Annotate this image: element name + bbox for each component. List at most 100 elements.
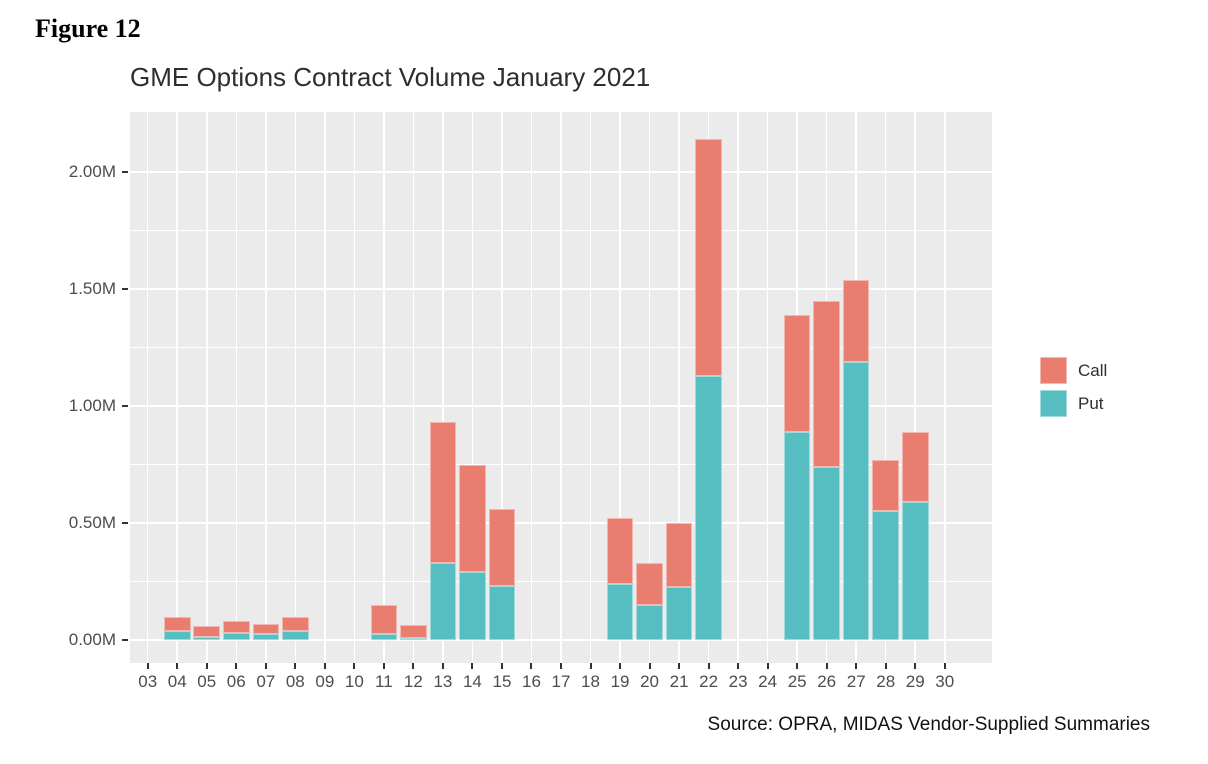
- y-tick-label: 0.50M: [68, 513, 116, 532]
- put-legend-swatch: [1040, 390, 1067, 417]
- x-tick-label: 15: [492, 672, 512, 691]
- bar-segment-call-22: [695, 139, 722, 376]
- call-legend-label: Call: [1078, 360, 1108, 380]
- bar-segment-call-06: [222, 621, 250, 633]
- bar-segment-put-12: [400, 637, 427, 640]
- bar-segment-put-11: [370, 634, 398, 640]
- y-tick-mark: [122, 288, 128, 290]
- x-tick-mark: [914, 663, 917, 669]
- vertical-gridline: [530, 112, 533, 663]
- x-tick-label: 19: [610, 672, 630, 691]
- bar-segment-put-20: [636, 604, 663, 640]
- vertical-gridline: [678, 112, 680, 663]
- x-tick-mark: [471, 663, 474, 669]
- call-legend-swatch: [1040, 357, 1067, 384]
- bar-segment-put-22: [695, 375, 722, 640]
- x-tick-mark: [176, 663, 179, 669]
- vertical-gridline: [560, 112, 562, 663]
- x-tick-label: 16: [522, 672, 541, 691]
- vertical-gridline: [146, 112, 149, 663]
- x-tick-label: 10: [344, 672, 364, 691]
- x-tick-mark: [825, 663, 828, 669]
- vertical-gridline: [914, 112, 916, 663]
- vertical-gridline: [619, 112, 621, 663]
- x-tick-label: 12: [403, 672, 423, 691]
- bar-segment-put-07: [252, 634, 280, 640]
- x-tick-label: 22: [699, 672, 719, 691]
- x-tick-label: 17: [551, 672, 571, 691]
- vertical-gridline: [944, 112, 946, 663]
- bar-segment-put-28: [872, 511, 899, 640]
- x-tick-mark: [323, 663, 326, 669]
- bar-segment-put-13: [429, 562, 457, 640]
- vertical-gridline: [235, 112, 238, 663]
- vertical-gridline: [324, 112, 326, 663]
- bar-segment-call-04: [163, 616, 191, 631]
- vertical-gridline: [737, 112, 739, 663]
- source-note: Source: OPRA, MIDAS Vendor-Supplied Summ…: [707, 714, 1150, 735]
- bar-segment-call-14: [459, 464, 486, 573]
- x-tick-label: 09: [315, 672, 335, 691]
- x-tick-label: 27: [846, 672, 866, 691]
- plot-panel: [130, 112, 992, 663]
- bar-segment-call-20: [636, 562, 663, 605]
- bar-segment-call-08: [282, 616, 309, 631]
- x-tick-label: 06: [226, 672, 246, 691]
- x-tick-mark: [619, 663, 622, 669]
- x-tick-mark: [766, 663, 769, 669]
- x-tick-mark: [648, 663, 651, 669]
- x-tick-mark: [205, 663, 208, 669]
- x-tick-label: 21: [669, 672, 689, 691]
- bar-segment-put-26: [813, 466, 840, 640]
- vertical-gridline: [442, 112, 444, 663]
- vertical-gridline: [383, 112, 385, 663]
- vertical-gridline: [501, 112, 503, 663]
- vertical-gridline: [412, 112, 415, 663]
- bar-segment-call-11: [370, 604, 398, 635]
- x-tick-mark: [294, 663, 297, 669]
- x-tick-mark: [884, 663, 887, 669]
- x-tick-mark: [412, 663, 415, 669]
- bar-segment-call-12: [400, 624, 427, 638]
- vertical-gridline: [766, 112, 769, 663]
- x-tick-mark: [796, 663, 799, 669]
- vertical-gridline: [294, 112, 297, 663]
- x-tick-label: 28: [876, 672, 896, 691]
- bar-segment-put-15: [488, 586, 516, 640]
- legend-entry-put: Put: [1040, 390, 1107, 417]
- figure-label: Figure 12: [35, 14, 141, 43]
- y-tick-mark: [122, 639, 128, 641]
- vertical-gridline: [176, 112, 178, 663]
- x-tick-mark: [235, 663, 238, 669]
- vertical-gridline: [265, 112, 267, 663]
- bar-segment-call-27: [842, 279, 870, 362]
- bar-segment-call-26: [813, 300, 840, 467]
- x-tick-mark: [146, 663, 149, 669]
- bar-segment-call-15: [488, 508, 516, 587]
- x-tick-label: 30: [935, 672, 955, 691]
- y-tick-label: 1.00M: [68, 396, 116, 415]
- x-tick-label: 07: [256, 672, 276, 691]
- x-tick-mark: [737, 663, 740, 669]
- x-tick-label: 25: [787, 672, 807, 691]
- x-tick-label: 11: [375, 672, 393, 691]
- x-tick-mark: [855, 663, 858, 669]
- x-tick-mark: [500, 663, 503, 669]
- x-tick-mark: [707, 663, 710, 669]
- bar-segment-put-08: [282, 630, 309, 640]
- y-tick-label: 2.00M: [68, 162, 116, 181]
- chart-title: GME Options Contract Volume January 2021: [130, 62, 651, 92]
- x-tick-label: 20: [640, 672, 659, 691]
- x-tick-mark: [560, 663, 562, 669]
- x-tick-label: 05: [197, 672, 217, 691]
- legend-entry-call: Call: [1040, 357, 1107, 384]
- vertical-gridline: [884, 112, 887, 663]
- vertical-gridline: [648, 112, 651, 663]
- x-tick-mark: [441, 663, 444, 669]
- bar-segment-put-25: [783, 431, 811, 640]
- y-tick-mark: [122, 522, 128, 524]
- x-tick-label: 08: [285, 672, 305, 691]
- bar-segment-call-07: [252, 623, 280, 635]
- bar-segment-call-25: [783, 314, 811, 432]
- bar-segment-call-29: [901, 431, 929, 502]
